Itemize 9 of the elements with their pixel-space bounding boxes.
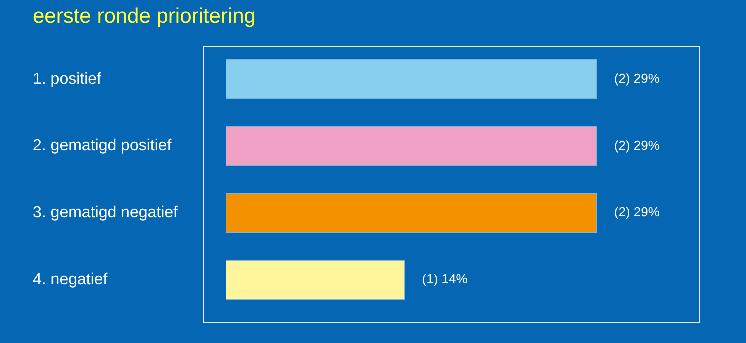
y-tick-label: 2. gematigd positief xyxy=(33,138,172,155)
chart-title: eerste ronde prioritering xyxy=(33,5,256,29)
data-label: (2) 29% xyxy=(614,204,660,220)
data-label: (2) 29% xyxy=(614,138,660,153)
data-label: (1) 14% xyxy=(422,272,468,287)
y-tick-label: 1. positief xyxy=(33,70,102,88)
y-tick-label: 3. gematigd negatief xyxy=(33,204,179,222)
y-tick-label: 4. negatief xyxy=(33,271,108,288)
data-label: (2) 29% xyxy=(614,71,660,86)
